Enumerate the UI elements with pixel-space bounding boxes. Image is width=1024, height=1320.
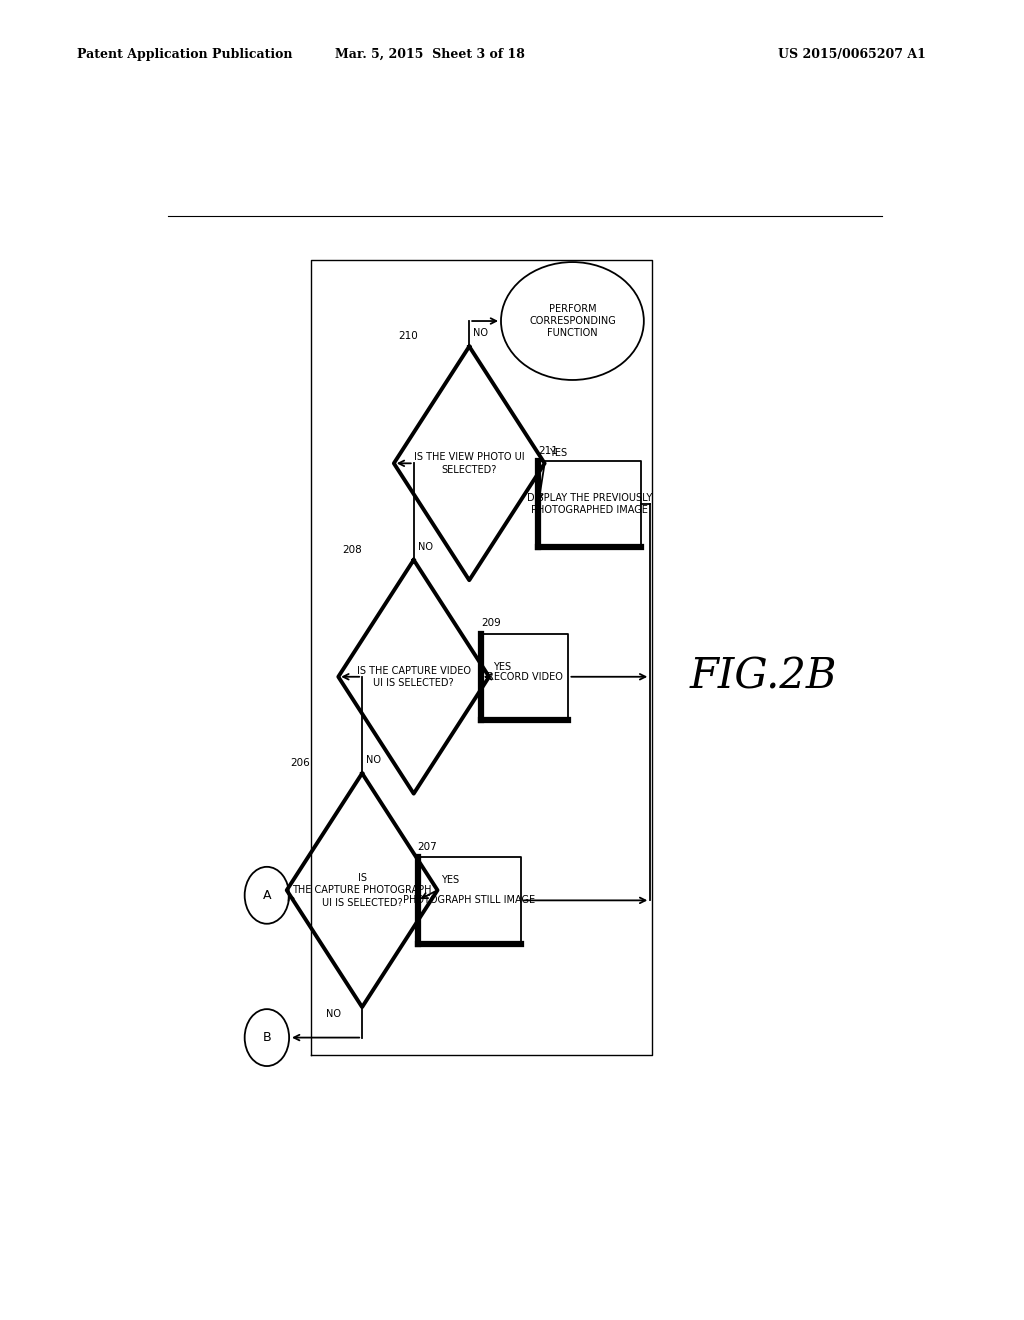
Text: IS
THE CAPTURE PHOTOGRAPH
UI IS SELECTED?: IS THE CAPTURE PHOTOGRAPH UI IS SELECTED… (293, 873, 432, 908)
Text: 208: 208 (342, 545, 362, 554)
Text: RECORD VIDEO: RECORD VIDEO (486, 672, 563, 681)
Text: YES: YES (549, 449, 566, 458)
Text: Mar. 5, 2015  Sheet 3 of 18: Mar. 5, 2015 Sheet 3 of 18 (335, 48, 525, 61)
Text: NO: NO (473, 329, 488, 338)
Text: NO: NO (327, 1010, 341, 1019)
Text: YES: YES (441, 875, 460, 886)
Text: DISPLAY THE PREVIOUSLY
PHOTOGRAPHED IMAGE: DISPLAY THE PREVIOUSLY PHOTOGRAPHED IMAG… (527, 492, 652, 515)
Text: 206: 206 (291, 758, 310, 768)
Text: IS THE CAPTURE VIDEO
UI IS SELECTED?: IS THE CAPTURE VIDEO UI IS SELECTED? (356, 665, 471, 688)
Text: NO: NO (418, 541, 433, 552)
Text: Patent Application Publication: Patent Application Publication (77, 48, 292, 61)
Text: IS THE VIEW PHOTO UI
SELECTED?: IS THE VIEW PHOTO UI SELECTED? (414, 453, 524, 474)
Text: 209: 209 (481, 619, 501, 628)
Text: NO: NO (367, 755, 381, 766)
Text: A: A (262, 888, 271, 902)
Text: 210: 210 (397, 331, 418, 342)
Text: 211: 211 (539, 446, 558, 455)
Text: PHOTOGRAPH STILL IMAGE: PHOTOGRAPH STILL IMAGE (403, 895, 536, 906)
Text: US 2015/0065207 A1: US 2015/0065207 A1 (778, 48, 926, 61)
Text: 207: 207 (418, 842, 437, 853)
Text: B: B (262, 1031, 271, 1044)
Text: YES: YES (494, 661, 511, 672)
Text: PERFORM
CORRESPONDING
FUNCTION: PERFORM CORRESPONDING FUNCTION (529, 304, 615, 338)
Text: FIG.2B: FIG.2B (689, 656, 837, 698)
